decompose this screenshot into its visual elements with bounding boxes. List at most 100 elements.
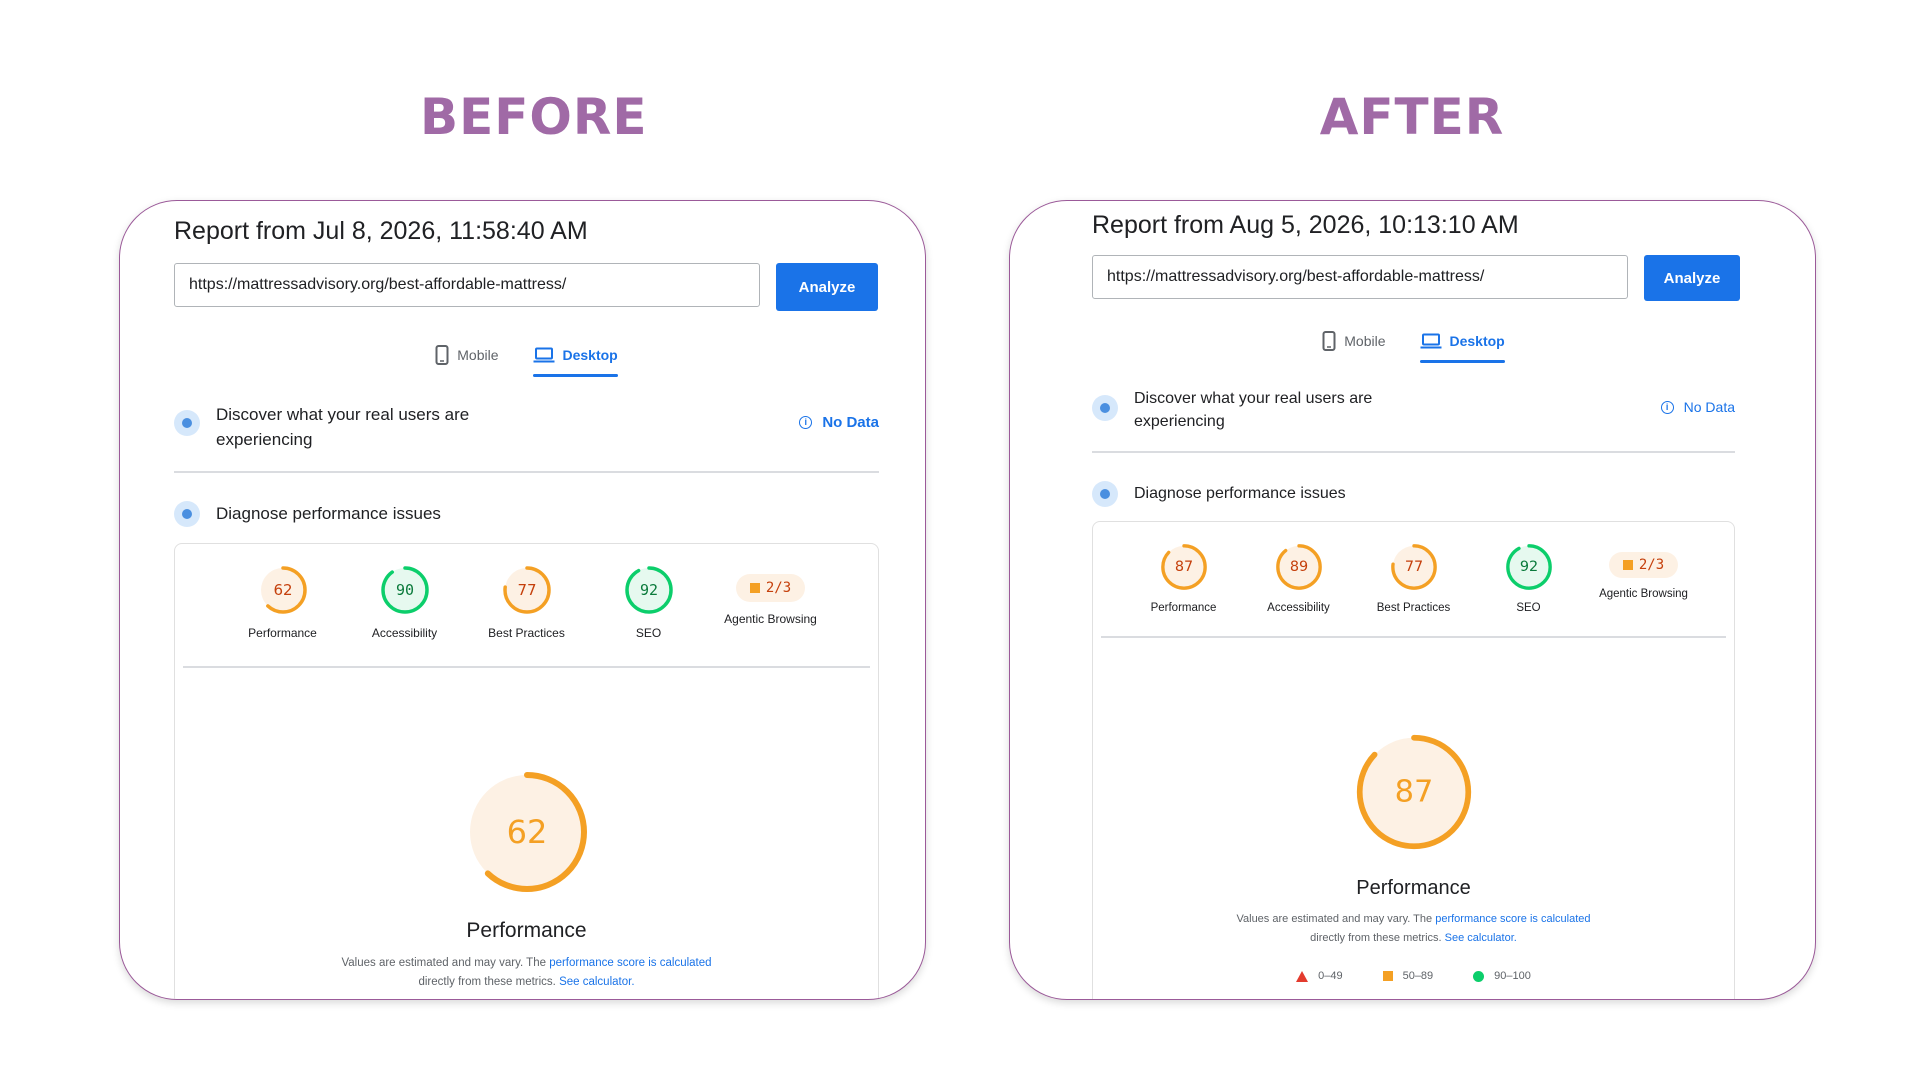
device-tabs: Mobile Desktop: [174, 345, 879, 377]
analyze-button[interactable]: Analyze: [776, 263, 878, 311]
gauge-fill: [1162, 545, 1205, 589]
url-input[interactable]: [1092, 255, 1628, 299]
gauge-performance[interactable]: 62 Performance: [222, 564, 344, 640]
tab-desktop[interactable]: Desktop: [532, 345, 618, 377]
gauge-seo[interactable]: 92 SEO: [588, 564, 710, 640]
note-middle: directly from these metrics.: [1310, 932, 1445, 944]
laptop-icon: [533, 347, 554, 363]
agentic-badge: 2/3: [1608, 552, 1679, 578]
main-score-gauge: 87: [1093, 732, 1734, 852]
gauge-best-practices[interactable]: 77 Best Practices: [466, 564, 588, 640]
tab-mobile[interactable]: Mobile: [435, 345, 499, 377]
gauge-fill: [1392, 545, 1435, 589]
square-icon: [1622, 560, 1633, 570]
diagnose-icon: [174, 501, 200, 527]
gauge-ring: 92: [1505, 544, 1552, 590]
gauge-ring: 77: [502, 566, 551, 614]
gauge-fill: [469, 775, 584, 889]
analyze-button[interactable]: Analyze: [1644, 255, 1740, 301]
info-icon: i: [1660, 400, 1674, 414]
gauge-score: 90: [395, 581, 413, 599]
score-calc-link[interactable]: performance score is calculated: [1435, 913, 1591, 925]
gauge-score: 92: [639, 581, 657, 599]
score-gauges: 87 Performance 89 Accessibility 77 Best …: [1093, 542, 1734, 614]
gauge-agentic-browsing[interactable]: 2/3 Agentic Browsing: [710, 564, 832, 640]
gauge-arc: [1356, 734, 1471, 850]
lighthouse-card: 62 Performance 90 Accessibility 77 Best …: [174, 543, 879, 999]
circle-icon: [1473, 970, 1485, 982]
gauge-label: SEO: [635, 626, 662, 640]
gauge-label: Agentic Browsing: [1599, 588, 1688, 600]
gauge-performance[interactable]: 87 Performance: [1126, 542, 1241, 614]
gauge-arc: [380, 566, 429, 614]
gauge-arc: [624, 566, 673, 614]
after-panel: Report from Aug 5, 2026, 10:13:10 AM Ana…: [1009, 200, 1816, 1000]
gauge-score: 87: [1394, 775, 1433, 810]
agentic-badge: 2/3: [735, 574, 806, 602]
legend-item-pass: 90–100: [1473, 970, 1531, 982]
gauge-fill: [382, 568, 427, 612]
legend-range: 50–89: [1402, 970, 1434, 982]
see-calculator-link[interactable]: See calculator.: [1444, 932, 1517, 944]
score-calc-link[interactable]: performance score is calculated: [549, 957, 712, 969]
diagnose-label: Diagnose performance issues: [1134, 485, 1346, 502]
main-score-title: Performance: [466, 919, 587, 942]
url-input[interactable]: [174, 263, 760, 307]
main-gauge-ring: 62: [466, 772, 587, 892]
tab-desktop[interactable]: Desktop: [1419, 331, 1505, 363]
no-data-link[interactable]: i No Data: [1660, 399, 1735, 415]
diagnose-section: Diagnose performance issues: [1092, 481, 1346, 507]
see-calculator-link[interactable]: See calculator.: [559, 976, 635, 988]
note-prefix: Values are estimated and may vary. The: [1236, 913, 1436, 925]
gauge-fill: [504, 568, 549, 612]
score-legend: 0–49 50–89 90–100: [1093, 970, 1734, 982]
gauge-arc: [502, 566, 551, 614]
gauge-ring: 87: [1160, 544, 1207, 590]
field-data-text: Discover what your real users are experi…: [1134, 390, 1373, 430]
square-icon: [749, 583, 760, 593]
gauge-ring: 90: [380, 566, 429, 614]
gauge-label: SEO: [1516, 602, 1541, 614]
legend-range: 90–100: [1494, 970, 1531, 982]
agentic-value: 2/3: [1638, 557, 1665, 573]
tab-desktop-label: Desktop: [562, 347, 618, 363]
gauge-accessibility[interactable]: 90 Accessibility: [344, 564, 466, 640]
gauge-label: Performance: [248, 626, 317, 640]
users-chart-icon: [174, 410, 200, 436]
gauge-fill: [1277, 545, 1320, 589]
tab-mobile-label: Mobile: [457, 347, 499, 363]
card-divider: [1101, 636, 1726, 638]
tab-mobile[interactable]: Mobile: [1322, 331, 1386, 363]
gauge-score: 77: [517, 581, 536, 599]
report-title: Report from Jul 8, 2026, 11:58:40 AM: [174, 217, 588, 245]
legend-item-average: 50–89: [1382, 970, 1434, 982]
gauge-arc: [466, 772, 587, 892]
gauge-label: Accessibility: [371, 626, 438, 640]
users-chart-icon: [1092, 395, 1118, 421]
card-divider: [183, 666, 870, 668]
gauge-fill: [1507, 545, 1550, 589]
gauge-ring: 62: [258, 566, 307, 614]
gauge-label: Agentic Browsing: [724, 612, 817, 626]
main-score-title: Performance: [1356, 877, 1471, 899]
diagnose-label: Diagnose performance issues: [216, 504, 441, 523]
gauge-label: Performance: [1150, 602, 1217, 614]
gauge-fill: [1359, 737, 1468, 847]
gauge-agentic-browsing[interactable]: 2/3 Agentic Browsing: [1586, 542, 1701, 614]
report-title: Report from Aug 5, 2026, 10:13:10 AM: [1092, 211, 1519, 239]
gauge-accessibility[interactable]: 89 Accessibility: [1241, 542, 1356, 614]
gauge-best-practices[interactable]: 77 Best Practices: [1356, 542, 1471, 614]
note-prefix: Values are estimated and may vary. The: [341, 957, 550, 969]
before-heading: BEFORE: [420, 88, 648, 146]
laptop-icon: [1420, 333, 1441, 349]
no-data-link[interactable]: i No Data: [799, 414, 879, 431]
gauge-fill: [260, 568, 305, 612]
gauge-arc: [1275, 544, 1322, 590]
field-data-section: Discover what your real users are experi…: [174, 402, 879, 452]
gauge-label: Best Practices: [1376, 602, 1451, 614]
no-data-label: No Data: [1683, 399, 1735, 415]
section-divider: [1092, 451, 1735, 453]
gauge-seo[interactable]: 92 SEO: [1471, 542, 1586, 614]
square-icon: [1382, 971, 1393, 981]
agentic-value: 2/3: [765, 580, 792, 596]
